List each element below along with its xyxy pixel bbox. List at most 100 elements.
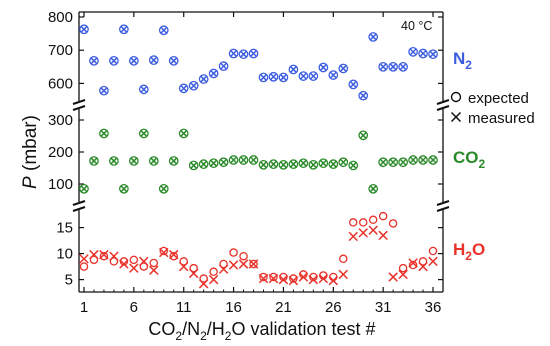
measured-point [369,185,377,193]
expected-point [408,47,418,57]
expected-point [238,155,249,165]
measured-point [90,157,98,165]
measured-point [418,261,428,272]
measured-point [359,92,367,100]
measured-point [230,156,238,164]
expected-point [318,62,329,73]
expected-point [158,183,169,194]
measured-point [248,259,259,269]
expected-point [128,156,139,166]
axis-break-mark [436,206,450,212]
measured-point [130,57,138,65]
x-tick-label: 16 [225,299,242,316]
measured-point [329,71,337,79]
expected-point [368,32,379,42]
expected-point [138,84,149,95]
legend: expected measured [450,90,535,127]
measured-point [259,161,268,169]
expected-point [89,255,99,265]
measured-point [399,63,407,71]
expected-point [208,158,219,169]
expected-point [139,262,149,271]
expected-point [219,259,228,269]
expected-point [119,183,129,194]
expected-point [248,155,259,165]
expected-point [268,159,279,170]
measured-point [409,48,417,56]
measured-point [208,274,219,285]
x-axis-label: CO2/N2/H2O validation test # [148,319,375,343]
expected-point [158,25,169,36]
measured-point [120,185,128,193]
measured-point [218,264,229,274]
expected-point [89,55,99,66]
expected-point [418,48,428,59]
series-label-h2o: H2O [453,240,485,263]
expected-point [249,259,258,269]
measured-point [110,157,118,165]
expected-point [209,267,218,277]
legend-expected: expected [468,90,529,107]
expected-point [198,74,209,84]
measured-point [170,157,178,165]
measured-point [308,274,319,285]
measured-point [100,87,108,95]
expected-point [178,83,189,94]
x-tick-label: 11 [176,299,192,316]
axis-break-mark [72,200,86,206]
expected-point [418,155,428,165]
expected-point [298,158,309,169]
measured-point [338,269,349,280]
measured-point [288,275,299,286]
y-tick-label: 100 [48,176,73,193]
expected-point [308,159,319,170]
y-tick-label: 600 [48,75,73,92]
measured-point [278,274,289,285]
temperature-annotation: 40 °C [401,19,432,33]
measured-point [178,261,189,272]
measured-point [409,156,417,164]
expected-point [199,274,208,283]
measured-point [198,279,209,289]
expected-point [178,128,189,139]
expected-point [348,79,359,90]
expected-point [128,55,139,66]
expected-point [398,263,408,273]
expected-point [378,61,389,72]
measured-point [388,272,398,282]
expected-point [338,157,349,168]
measured-point [289,65,297,73]
expected-point [308,71,319,81]
expected-point [179,257,188,266]
measured-point [369,33,377,41]
expected-point [408,155,418,165]
measured-point [419,49,427,58]
measured-point [100,129,108,137]
expected-point [428,155,438,165]
expected-point [428,49,438,60]
expected-point [259,272,268,282]
measured-point [349,80,357,88]
expected-point [189,263,198,273]
expected-point [109,156,119,166]
measured-point [170,57,178,65]
expected-point [398,61,408,72]
axis-break-mark [436,200,450,206]
expected-point [269,272,278,282]
measured-point [298,272,309,282]
expected-point [89,156,99,166]
expected-point [79,24,89,35]
measured-point [120,25,128,33]
measured-point [89,249,99,260]
measured-point [379,63,387,71]
measured-point [200,160,208,168]
measured-point [318,273,329,284]
measured-point [319,63,327,71]
measured-point [269,73,277,81]
expected-point [148,55,159,66]
measured-point [140,85,148,93]
expected-point [119,24,129,35]
expected-point [268,71,279,82]
measured-point [378,230,388,241]
